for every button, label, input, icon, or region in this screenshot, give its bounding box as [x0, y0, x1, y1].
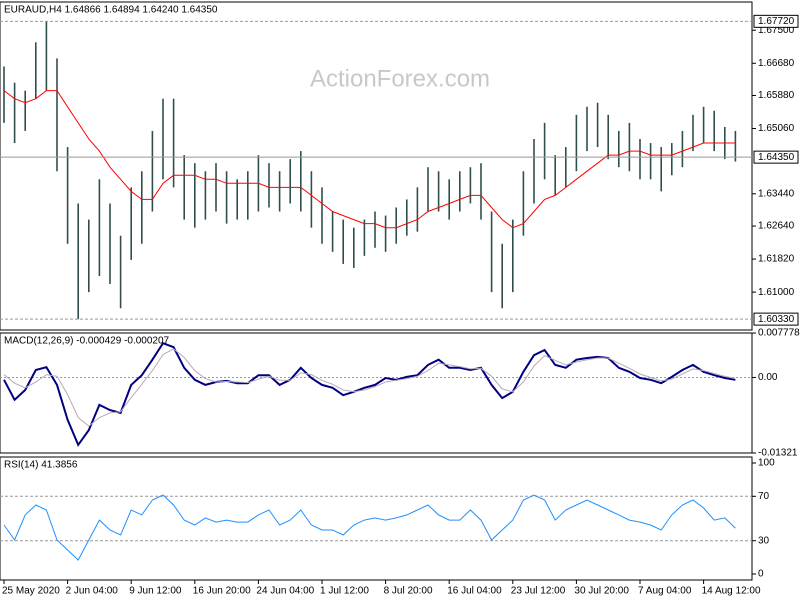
y-tick-label: 100: [758, 458, 775, 469]
moving-average: [3, 90, 736, 229]
rsi-panel: [0, 456, 753, 581]
price-label: 1.60330: [758, 314, 795, 325]
y-tick-label: 1.65060: [758, 123, 795, 134]
x-tick-label: 16 Jun 20:00: [193, 586, 251, 597]
y-tick-label: 1.62640: [758, 221, 795, 232]
rsi-line: [3, 494, 736, 561]
y-tick-label: 1.63440: [758, 188, 795, 199]
y-tick-label: 0.00: [758, 372, 778, 383]
y-tick-label: 0.007778: [758, 328, 800, 339]
rsi-title: RSI(14) 41.3856: [4, 460, 78, 471]
macd-line: [3, 341, 736, 447]
x-tick-label: 24 Jun 04:00: [256, 586, 314, 597]
price-label: 1.67720: [758, 16, 795, 27]
macd-panel: [0, 332, 753, 454]
price-label-box: [753, 312, 799, 326]
price-label-box: [753, 14, 799, 28]
y-tick-label: 1.61820: [758, 254, 795, 265]
x-tick-label: 9 Jun 12:00: [129, 586, 182, 597]
y-tick-label: -0.01321: [758, 448, 798, 459]
price-panel: [0, 1, 753, 331]
y-tick-label: 0: [758, 569, 764, 580]
x-tick-label: 30 Jul 20:00: [574, 586, 629, 597]
price-label-box: [753, 150, 799, 164]
x-tick-label: 25 May 2020: [2, 586, 60, 597]
watermark: ActionForex.com: [310, 65, 490, 92]
x-tick-label: 16 Jul 04:00: [447, 586, 502, 597]
x-tick-label: 14 Aug 12:00: [702, 586, 761, 597]
y-tick-label: 1.66680: [758, 58, 795, 69]
y-tick-label: 30: [758, 535, 770, 546]
x-tick-label: 23 Jul 12:00: [511, 586, 566, 597]
x-tick-label: 8 Jul 20:00: [384, 586, 433, 597]
price-title: EURAUD,H4 1.64866 1.64894 1.64240 1.6435…: [4, 5, 218, 16]
y-tick-label: 1.61000: [758, 287, 795, 298]
macd-title: MACD(12,26,9) -0.000429 -0.000207: [4, 336, 170, 347]
x-tick-label: 1 Jul 12:00: [320, 586, 369, 597]
macd-line: [3, 348, 736, 427]
y-tick-label: 1.67500: [758, 25, 795, 36]
y-tick-label: 1.65880: [758, 90, 795, 101]
price-label: 1.64350: [758, 152, 795, 163]
x-tick-label: 2 Jun 04:00: [66, 586, 119, 597]
x-tick-label: 7 Aug 04:00: [638, 586, 692, 597]
y-tick-label: 70: [758, 491, 770, 502]
